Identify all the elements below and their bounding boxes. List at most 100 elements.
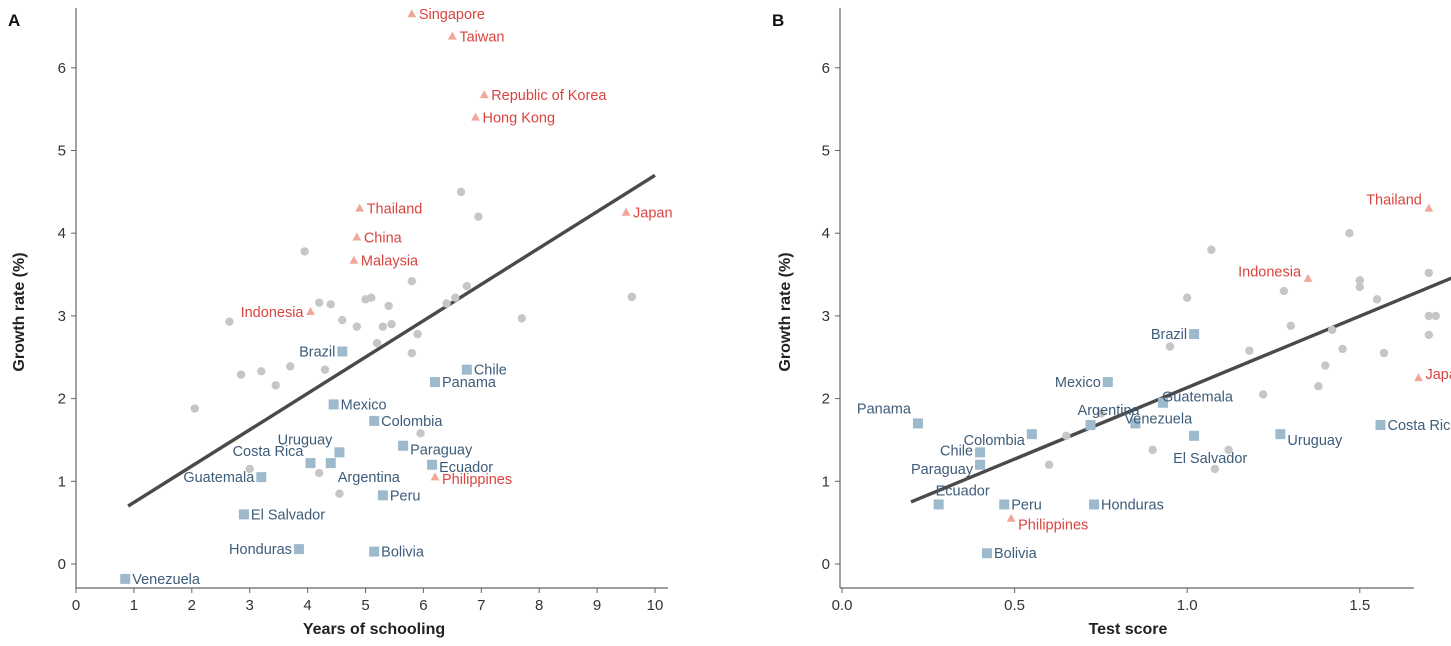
panel-b-point-other bbox=[1224, 445, 1233, 455]
panel-a-marker-indonesia bbox=[306, 306, 315, 315]
panel-b-y-tick-label: 1 bbox=[822, 473, 830, 490]
panel-a-marker-china bbox=[352, 232, 362, 241]
panel-b-marker-colombia bbox=[1026, 429, 1037, 440]
panel-a-point-other bbox=[300, 247, 309, 256]
panel-a-letter: A bbox=[8, 11, 20, 30]
panel-b-label-peru: Peru bbox=[1011, 497, 1042, 513]
panel-b-marker-venezuela bbox=[1130, 418, 1141, 429]
panel-b-label-guatemala: Guatemala bbox=[1162, 390, 1234, 406]
panel-a-point-other bbox=[271, 381, 280, 390]
panel-a-x-tick-label: 0 bbox=[72, 597, 80, 614]
panel-a-marker-venezuela bbox=[120, 573, 131, 584]
panel-b-point-other bbox=[1355, 282, 1365, 292]
panel-a-point-other bbox=[384, 301, 393, 311]
panel-a-marker-guatemala bbox=[256, 472, 267, 483]
panel-a-point-other bbox=[314, 298, 324, 307]
panel-b-label-philippines: Philippines bbox=[1018, 518, 1088, 534]
panel-b-label-uruguay: Uruguay bbox=[1287, 433, 1343, 449]
panel-b-marker-uruguay bbox=[1275, 429, 1286, 440]
panel-a-label-singapore: Singapore bbox=[419, 7, 485, 23]
panel-b-point-other bbox=[1044, 460, 1054, 469]
panel-b-marker-japan bbox=[1414, 373, 1423, 382]
panel-a-label-argentina: Argentina bbox=[338, 470, 401, 486]
panel-a-point-other bbox=[627, 292, 637, 302]
panel-b-x-tick-label: 0.5 bbox=[1004, 597, 1025, 614]
panel-a-label-uruguay: Uruguay bbox=[278, 432, 334, 448]
panel-a-marker-bolivia bbox=[369, 546, 380, 557]
panel-a-point-other bbox=[407, 276, 417, 286]
panel-b-marker-costa-rica bbox=[1375, 420, 1386, 431]
panel-a-point-other bbox=[416, 429, 425, 438]
panel-a-point-other bbox=[320, 365, 330, 374]
panel-a-x-tick-label: 7 bbox=[477, 597, 485, 614]
panel-a-label-venezuela: Venezuela bbox=[132, 572, 201, 588]
panel-b-label-bolivia: Bolivia bbox=[994, 546, 1038, 562]
panel-a-marker-ecuador bbox=[427, 459, 438, 470]
panel-b-letter: B bbox=[772, 11, 784, 30]
panel-a-label-mexico: Mexico bbox=[341, 397, 387, 413]
panel-b-point-other bbox=[1207, 245, 1216, 254]
panel-a-marker-brazil bbox=[337, 346, 348, 357]
panel-a-marker-hong-kong bbox=[471, 112, 480, 121]
panel-a-point-other bbox=[257, 367, 266, 376]
panel-b-point-other bbox=[1245, 346, 1254, 355]
panel-b-point-other bbox=[1148, 445, 1157, 455]
panel-b-point-other bbox=[1345, 229, 1354, 238]
panel-a-label-honduras: Honduras bbox=[229, 542, 292, 558]
panel-a-label-philippines: Philippines bbox=[442, 472, 512, 488]
panel-a-point-other bbox=[286, 362, 295, 371]
panel-a-marker-paraguay bbox=[398, 440, 409, 451]
panel-a-label-republic-of-korea: Republic of Korea bbox=[491, 88, 607, 104]
panel-a-point-other bbox=[474, 212, 483, 221]
panel-b-label-colombia: Colombia bbox=[964, 433, 1026, 449]
panel-b-marker-paraguay bbox=[975, 459, 986, 470]
panel-a-marker-japan bbox=[621, 207, 631, 216]
panel-a-label-peru: Peru bbox=[390, 488, 421, 504]
panel-b-label-panama: Panama bbox=[857, 401, 912, 417]
panel-b-label-venezuela: Venezuela bbox=[1124, 411, 1193, 427]
panel-a-label-brazil: Brazil bbox=[299, 344, 335, 360]
panel-a-marker-malaysia bbox=[349, 255, 359, 264]
panel-b-label-paraguay: Paraguay bbox=[911, 462, 974, 478]
panel-b-label-honduras: Honduras bbox=[1101, 497, 1164, 513]
panel-a-label-panama: Panama bbox=[442, 375, 497, 391]
panel-a-x-tick-label: 3 bbox=[246, 597, 254, 614]
panel-a-x-tick-label: 2 bbox=[188, 597, 196, 614]
panel-b-y-axis-title: Growth rate (%) bbox=[777, 252, 794, 371]
panel-a-y-tick-label: 3 bbox=[58, 308, 66, 325]
panel-b-marker-brazil bbox=[1189, 329, 1200, 340]
panel-b-label-indonesia: Indonesia bbox=[1238, 265, 1302, 281]
panel-b-marker-thailand bbox=[1424, 203, 1434, 212]
panel-a-label-indonesia: Indonesia bbox=[241, 305, 305, 321]
panel-b-x-tick-label: 1.5 bbox=[1349, 597, 1370, 614]
panel-a-point-other bbox=[225, 317, 234, 326]
panel-a-point-other bbox=[413, 329, 422, 339]
panel-b-point-other bbox=[1210, 464, 1220, 474]
panel-a-x-tick-label: 5 bbox=[361, 597, 369, 614]
panel-a-point-other bbox=[352, 322, 362, 331]
panel-b-marker-guatemala bbox=[1158, 397, 1169, 408]
panel-b-point-other bbox=[1355, 276, 1365, 285]
panel-a: 0 1 2 3 4 5 6 0 1 2 3 4 5 6 7 8 9 10 Singapore Taiwan Repub… bbox=[11, 7, 673, 638]
panel-a-label-costa-rica: Costa Rica bbox=[233, 444, 305, 460]
panel-b-y-tick-label: 4 bbox=[822, 225, 830, 242]
panel-a-point-other bbox=[462, 281, 472, 291]
panel-a-x-tick-label: 4 bbox=[303, 597, 311, 614]
panel-b-point-other bbox=[1314, 381, 1323, 391]
panel-a-x-tick-label: 6 bbox=[419, 597, 427, 614]
panel-b-label-mexico: Mexico bbox=[1055, 375, 1101, 391]
panel-a-point-other bbox=[517, 314, 527, 323]
panel-a-label-el-salvador: El Salvador bbox=[251, 507, 325, 523]
panel-a-point-other bbox=[338, 315, 347, 325]
panel-a-x-tick-label: 10 bbox=[647, 597, 664, 614]
panel-a-label-thailand: Thailand bbox=[367, 201, 423, 217]
panel-b-point-other bbox=[1258, 390, 1268, 399]
panel-a-label-chile: Chile bbox=[474, 363, 507, 379]
panel-b-point-other bbox=[1279, 286, 1289, 296]
panel-a-marker-uruguay bbox=[334, 447, 345, 458]
panel-b-marker-indonesia bbox=[1303, 273, 1313, 282]
panel-a-marker-argentina bbox=[325, 458, 336, 469]
panel-a-label-guatemala: Guatemala bbox=[183, 470, 255, 486]
panel-a-label-china: China bbox=[364, 230, 403, 246]
